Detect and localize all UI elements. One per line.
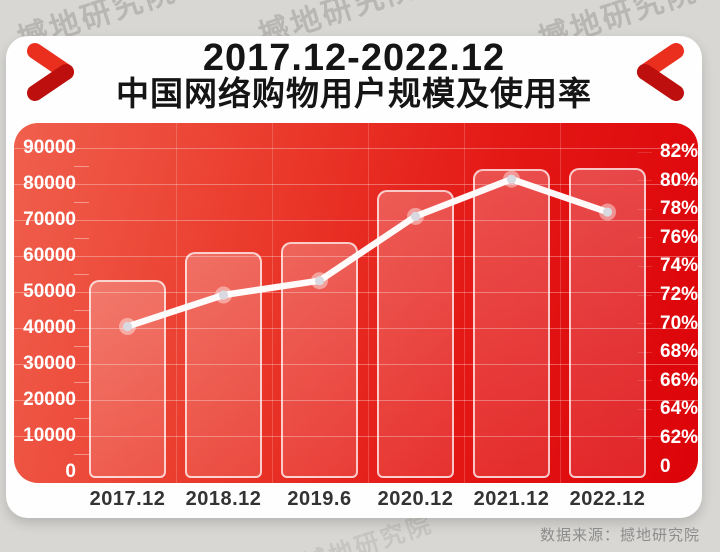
right-axis-label: 64% [660,398,698,420]
left-axis-label: 40000 [23,317,76,338]
right-axis-label: 66% [660,369,698,391]
bar-2021.12 [473,168,550,478]
right-axis-label: 76% [660,226,698,248]
chart-title: 2017.12-2022.12 中国网络购物用户规模及使用率 [86,37,622,112]
left-axis-minor-tick [74,381,89,383]
left-axis-label: 20000 [23,389,76,410]
right-axis-label: 82% [660,141,698,162]
left-axis-minor-tick [74,273,89,275]
data-source-caption: 数据来源：撼地研究院 [539,527,700,544]
x-axis: 2017.12 2018.12 2019.6 2020.12 2021.12 2022.1… [14,488,698,514]
left-axis-minor-tick [74,345,89,347]
bar-2020.12 [377,190,454,478]
right-axis-label: 78% [660,198,698,220]
category-separator-gridline [175,123,177,483]
right-axis-label: 70% [660,312,698,334]
left-axis-label: 60000 [23,245,76,266]
category-separator-gridline [559,123,561,483]
left-axis-label: 0 [65,461,76,482]
gridline [14,183,698,185]
left-axis-minor-tick [74,237,89,239]
red-chevron-left-icon [637,43,684,101]
right-axis-label: 80% [660,169,698,191]
x-axis-label-2020.12: 2020.12 [377,488,454,510]
left-axis-minor-tick [74,453,89,455]
x-axis-label-2017.12: 2017.12 [89,488,166,510]
left-axis-minor-tick [74,309,89,311]
right-axis-label: 68% [660,341,698,363]
category-separator-gridline [463,123,465,483]
line-point-2021.12 [506,174,517,184]
right-axis-label: 72% [660,284,698,305]
chart-card: 2017.12-2022.12 中国网络购物用户规模及使用率 90000 8000… [6,36,702,518]
left-axis-label: 10000 [23,425,76,446]
x-axis-label-2022.12: 2022.12 [569,488,646,510]
gridline [14,147,698,149]
red-chevron-right-icon [27,43,74,101]
title-line-years: 2017.12-2022.12 [202,37,506,79]
right-axis-label: 74% [660,255,698,277]
left-axis-minor-tick [74,165,89,167]
x-axis-label-2021.12: 2021.12 [473,488,550,510]
left-axis-label: 50000 [23,281,76,302]
left-axis-minor-tick [74,417,89,419]
x-axis-label-2018.12: 2018.12 [185,488,262,510]
gridline [14,219,698,221]
right-axis-label: 62% [660,427,698,448]
category-separator-gridline [271,123,273,483]
left-axis-label: 30000 [23,353,76,374]
chart-plot-area: 90000 80000 70000 60000 50000 40000 30000 20000… [14,123,698,483]
left-axis-label: 70000 [23,209,76,230]
left-axis-label: 80000 [23,173,76,194]
usage-rate-line-layer [119,170,616,335]
bar-2017.12 [89,280,166,478]
left-axis-label: 90000 [23,137,76,158]
right-axis-zero-label: 0 [660,456,671,477]
title-line-subject: 中国网络购物用户规模及使用率 [116,75,592,112]
x-axis-label-2019.6: 2019.6 [287,488,352,510]
line-point-2017.12 [122,321,133,332]
usage-rate-line [124,175,611,330]
line-point-2019.6 [314,276,325,286]
line-point-2022.12 [602,207,613,217]
bar-2022.12 [569,167,646,478]
left-axis-minor-tick [74,201,89,203]
category-separator-gridline [367,123,369,483]
line-point-2020.12 [410,211,421,221]
line-point-2018.12 [218,290,229,300]
right-axis-minor-tick [638,151,652,153]
